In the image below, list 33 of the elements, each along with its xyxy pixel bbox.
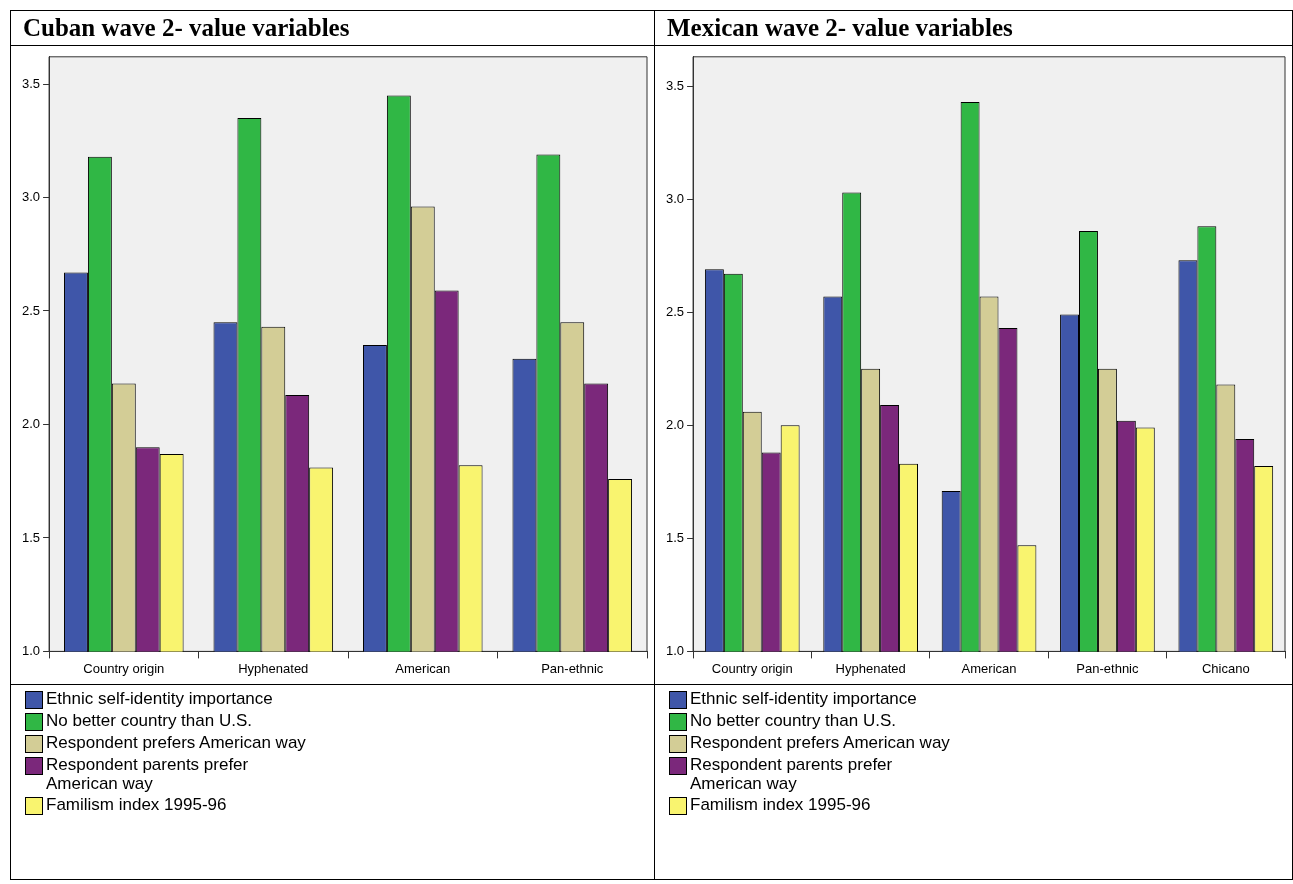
y-tick-label: 3.5	[21, 75, 41, 91]
x-tick-label: Chicano	[1201, 660, 1250, 676]
x-tick-label: Pan-ethnic	[1076, 660, 1139, 676]
x-tick-label: Pan-ethnic	[541, 660, 604, 676]
chart-title: Cuban wave 2- value variables	[10, 10, 655, 46]
y-tick-label: 3.0	[665, 190, 685, 206]
legend-label: No better country than U.S.	[690, 711, 897, 730]
y-tick-label: 1.0	[21, 642, 41, 658]
y-tick-label: 1.5	[21, 529, 41, 545]
legend-label: Ethnic self-identity importance	[690, 689, 918, 708]
x-tick-label: American	[961, 660, 1017, 676]
x-tick-label: Hyphenated	[238, 660, 309, 676]
y-tick-label: 1.5	[665, 529, 685, 545]
legend-label: Respondent parents prefer American way	[46, 755, 250, 793]
x-tick-label: American	[395, 660, 451, 676]
x-tick-label: Country origin	[711, 660, 793, 676]
x-tick-label: Country origin	[83, 660, 165, 676]
legend-label: Familism index 1995-96	[46, 795, 228, 814]
y-tick-label: 1.0	[665, 642, 685, 658]
legend-label: Familism index 1995-96	[690, 795, 872, 814]
legend-label: Ethnic self-identity importance	[46, 689, 274, 708]
y-tick-label: 2.0	[665, 416, 685, 432]
legend-label: No better country than U.S.	[46, 711, 253, 730]
legend-label: Respondent prefers American way	[690, 733, 951, 752]
legend-label: Respondent parents prefer American way	[690, 755, 894, 793]
y-tick-label: 2.0	[21, 416, 41, 432]
x-tick-label: Hyphenated	[835, 660, 906, 676]
y-tick-label: 3.5	[665, 77, 685, 93]
chart-title: Mexican wave 2- value variables	[654, 10, 1293, 46]
y-tick-label: 2.5	[21, 302, 41, 318]
y-tick-label: 2.5	[665, 303, 685, 319]
y-tick-label: 3.0	[21, 189, 41, 205]
legend-label: Respondent prefers American way	[46, 733, 307, 752]
